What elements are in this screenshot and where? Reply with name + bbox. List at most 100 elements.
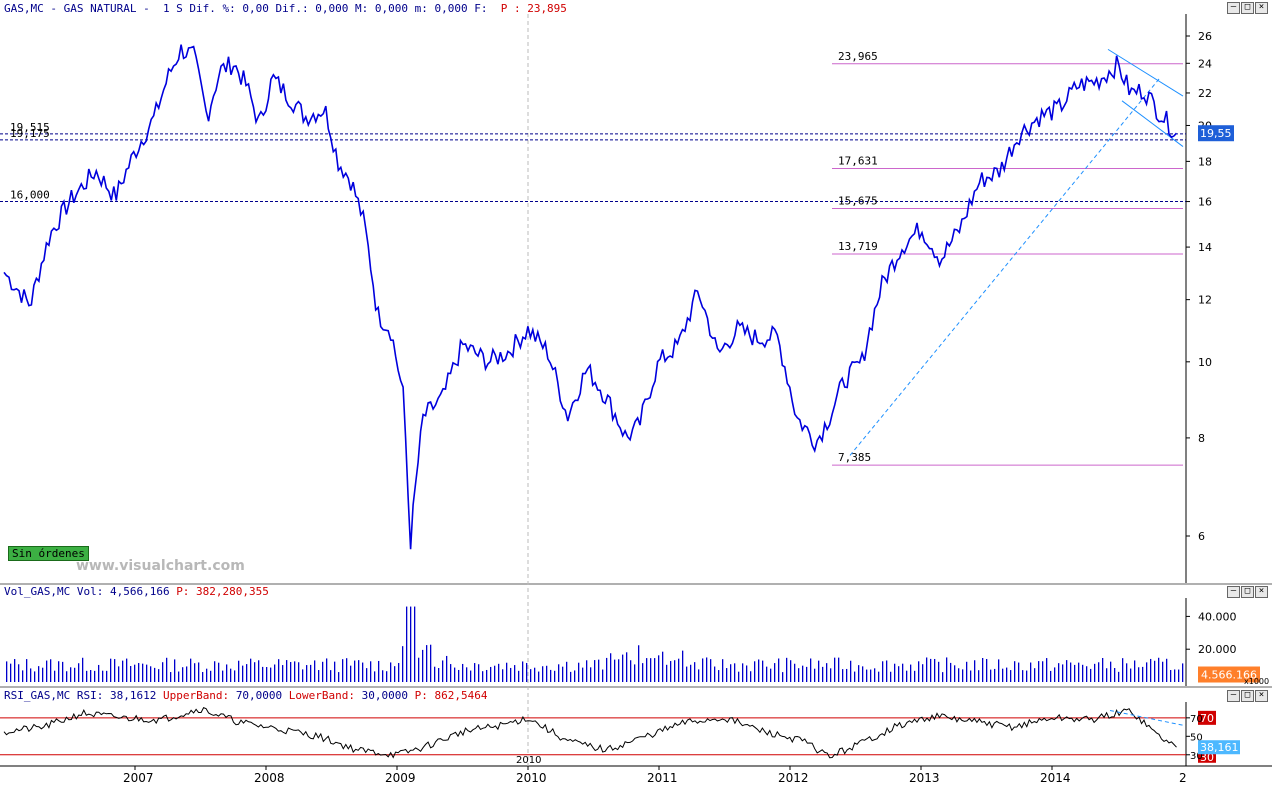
volume-bar [790,660,792,682]
volume-bar [978,670,980,682]
volume-bar [770,668,772,682]
volume-bar [938,661,940,682]
volume-bar [846,668,848,682]
volume-bar [1026,670,1028,682]
volume-bar [630,660,632,682]
volume-bar [486,669,488,682]
volume-bar [1006,667,1008,682]
maximize-icon[interactable]: □ [1241,586,1254,598]
minimize-icon[interactable]: — [1227,2,1240,14]
price-tick-label: 14 [1198,241,1212,254]
volume-bar [902,663,904,682]
volume-bar [1082,664,1084,682]
minimize-icon[interactable]: — [1227,586,1240,598]
volume-bar [110,658,112,682]
volume-bar [1070,662,1072,682]
volume-bar [1046,658,1048,682]
volume-bar [294,661,296,682]
volume-bar [134,664,136,682]
volume-bar [202,672,204,682]
volume-bar [270,667,272,682]
volume-bar [414,606,416,682]
volume-bar [934,658,936,682]
volume-bar [278,659,280,682]
maximize-icon[interactable]: □ [1241,2,1254,14]
volume-bar [362,662,364,682]
volume-bar [590,667,592,682]
volume-bar [1018,662,1020,682]
volume-bar [66,671,68,682]
volume-bar [674,660,676,682]
volume-bar [778,658,780,682]
volume-bar [30,668,32,682]
volume-bar [138,663,140,682]
volume-bar [542,666,544,682]
volume-unit-label: x1000 [1244,677,1269,686]
panel-separator [0,583,1272,585]
volume-bar [946,657,948,682]
volume-bar [82,657,84,682]
volume-panel-controls: — □ × [1227,586,1268,598]
volume-bar [526,662,528,682]
volume-bar [1118,671,1120,682]
volume-bar [78,663,80,682]
time-tick-label: 2012 [778,771,809,785]
trendline-support [849,77,1161,456]
volume-bar [1146,662,1148,682]
volume-bar [426,645,428,682]
volume-bar [734,663,736,682]
volume-bar [574,670,576,682]
volume-bar [1158,657,1160,682]
volume-bar [174,659,176,682]
volume-bar [566,661,568,682]
volume-bar [750,671,752,682]
volume-bar [1182,663,1184,682]
volume-bar [102,670,104,682]
volume-bar [398,663,400,682]
volume-bar [806,666,808,682]
volume-bar [490,666,492,682]
minimize-icon[interactable]: — [1227,690,1240,702]
volume-bar [870,669,872,682]
volume-bar [366,668,368,682]
volume-bar [466,667,468,682]
volume-bar [1154,660,1156,682]
volume-bar [862,666,864,682]
volume-bar [614,659,616,682]
volume-bar [634,664,636,682]
volume-bar [970,670,972,682]
volume-bar [666,664,668,682]
volume-bar [626,652,628,682]
volume-bar [222,670,224,682]
close-icon[interactable]: × [1255,2,1268,14]
volume-bar [58,661,60,682]
volume-bar [406,606,408,682]
close-icon[interactable]: × [1255,690,1268,702]
volume-bar [882,661,884,682]
volume-bar [434,666,436,682]
volume-header-price: P: 382,280,355 [176,585,269,598]
orders-badge[interactable]: Sin órdenes [8,546,89,561]
volume-bar [718,670,720,682]
volume-bar [62,661,64,682]
volume-header-text: Vol_GAS,MC Vol: 4,566,166 [4,585,177,598]
volume-bar [74,667,76,682]
volume-bar [510,667,512,682]
maximize-icon[interactable]: □ [1241,690,1254,702]
rsi-upper-marker-label: 70 [1200,712,1214,725]
price-panel[interactable] [0,0,1272,583]
volume-bar [914,670,916,682]
volume-bar [258,660,260,682]
volume-bar [154,667,156,682]
volume-bar [302,669,304,682]
volume-bar [886,660,888,682]
volume-bar [1102,657,1104,682]
volume-bar [42,667,44,682]
volume-bar [462,663,464,682]
volume-bar [122,660,124,682]
price-header: GAS,MC - GAS NATURAL - 1 S Dif. %: 0,00 … [4,2,567,15]
volume-bar [746,665,748,682]
close-icon[interactable]: × [1255,586,1268,598]
rsi-header-price: P: 862,5464 [414,689,488,702]
